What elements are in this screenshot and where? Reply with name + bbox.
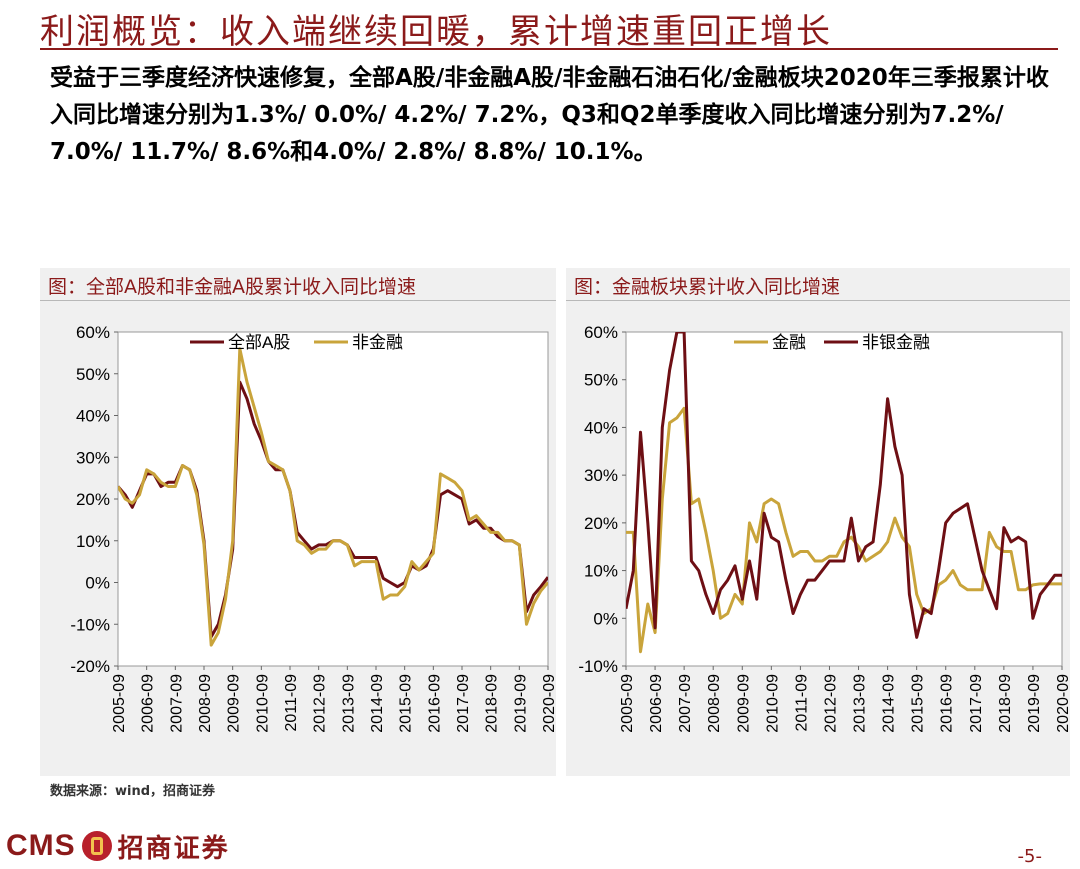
x-tick-label: 2010-09 <box>254 674 271 733</box>
logo-text: CMS <box>6 829 76 862</box>
legend-label: 非银金融 <box>862 333 930 352</box>
chart-title-divider <box>40 300 556 301</box>
y-tick-label: 30% <box>76 448 110 467</box>
x-tick-label: 2015-09 <box>910 674 927 733</box>
x-tick-label: 2020-09 <box>541 674 556 733</box>
data-source: 数据来源：wind，招商证券 <box>50 784 216 799</box>
logo-mark-icon <box>81 831 112 861</box>
x-tick-label: 2013-09 <box>852 674 869 733</box>
x-tick-label: 2006-09 <box>140 674 157 733</box>
x-tick-label: 2006-09 <box>648 674 665 733</box>
x-tick-label: 2013-09 <box>340 674 357 733</box>
legend-label: 全部A股 <box>228 333 290 352</box>
series-line <box>118 347 548 647</box>
summary-text: 受益于三季度经济快速修复，全部A股/非金融A股/非金融石油石化/金融板块2020… <box>50 65 1049 165</box>
x-tick-label: 2007-09 <box>677 674 694 733</box>
x-tick-label: 2008-09 <box>706 674 723 733</box>
legend-label: 非金融 <box>352 333 403 352</box>
x-tick-label: 2007-09 <box>168 674 185 733</box>
y-tick-label: 40% <box>584 418 618 437</box>
x-tick-label: 2011-09 <box>793 674 810 732</box>
chart-panel-financials: 图：金融板块累计收入同比增速 60% 50% 40% 30% 20% 10% 0% -10% 2… <box>566 268 1070 776</box>
logo-cn-text: 招商证券 <box>117 833 230 864</box>
page-title: 利润概览：收入端继续回暖，累计增速重回正增长 <box>40 12 832 52</box>
x-tick-label: 2005-09 <box>111 674 128 733</box>
y-tick-label: 10% <box>76 532 110 551</box>
x-tick-label: 2019-09 <box>1026 674 1043 733</box>
x-tick-label: 2017-09 <box>455 674 472 733</box>
plot-area <box>117 331 549 667</box>
x-tick-label: 2011-09 <box>283 674 300 732</box>
chart-title: 图：全部A股和非金融A股累计收入同比增速 <box>48 276 416 298</box>
x-tick-label: 2015-09 <box>398 674 415 733</box>
x-tick-label: 2009-09 <box>226 674 243 733</box>
y-tick-label: -20% <box>70 657 110 676</box>
series-line <box>626 332 1062 639</box>
x-tick-label: 2016-09 <box>426 674 443 733</box>
y-tick-label: -10% <box>70 615 110 634</box>
x-tick-label: 2020-09 <box>1055 674 1070 733</box>
x-tick-label: 2014-09 <box>369 674 386 733</box>
y-tick-label: 60% <box>584 323 618 342</box>
x-tick-label: 2005-09 <box>619 674 636 733</box>
chart-financials: 60% 50% 40% 30% 20% 10% 0% -10%2005-09 2006-09 20… <box>578 323 1070 733</box>
x-tick-label: 2016-09 <box>939 674 956 733</box>
y-tick-label: 30% <box>584 466 618 485</box>
legend-label: 金融 <box>772 333 806 352</box>
title-divider <box>40 48 1058 50</box>
chart-a-shares: 60% 50% 40% 30% 20% 10% 0% -10% -20%2005-09 2006-… <box>70 323 556 733</box>
y-tick-label: 0% <box>593 609 618 628</box>
chart-panel-a-shares: 图：全部A股和非金融A股累计收入同比增速 60% 50% 40% 30% 20% 10% 0… <box>40 268 556 776</box>
x-tick-label: 2009-09 <box>735 674 752 733</box>
x-tick-label: 2010-09 <box>764 674 781 733</box>
y-tick-label: 50% <box>584 371 618 390</box>
x-tick-label: 2012-09 <box>312 674 329 733</box>
chart-title-divider <box>566 300 1070 301</box>
x-tick-label: 2018-09 <box>484 674 501 733</box>
series-line <box>626 406 1062 654</box>
x-tick-label: 2018-09 <box>997 674 1014 733</box>
y-tick-label: -10% <box>578 657 618 676</box>
y-tick-label: 50% <box>76 365 110 384</box>
x-tick-label: 2008-09 <box>197 674 214 733</box>
y-tick-label: 0% <box>85 574 110 593</box>
x-tick-label: 2019-09 <box>512 674 529 733</box>
y-tick-label: 10% <box>584 562 618 581</box>
x-tick-label: 2014-09 <box>881 674 898 733</box>
page-number: -5- <box>1017 846 1042 867</box>
cms-logo: CMS 招商证券 <box>6 826 230 866</box>
chart-title: 图：金融板块累计收入同比增速 <box>574 276 841 298</box>
x-tick-label: 2017-09 <box>968 674 985 733</box>
y-tick-label: 40% <box>76 407 110 426</box>
y-tick-label: 60% <box>76 323 110 342</box>
y-tick-label: 20% <box>76 490 110 509</box>
x-tick-label: 2012-09 <box>822 674 839 733</box>
y-tick-label: 20% <box>584 514 618 533</box>
